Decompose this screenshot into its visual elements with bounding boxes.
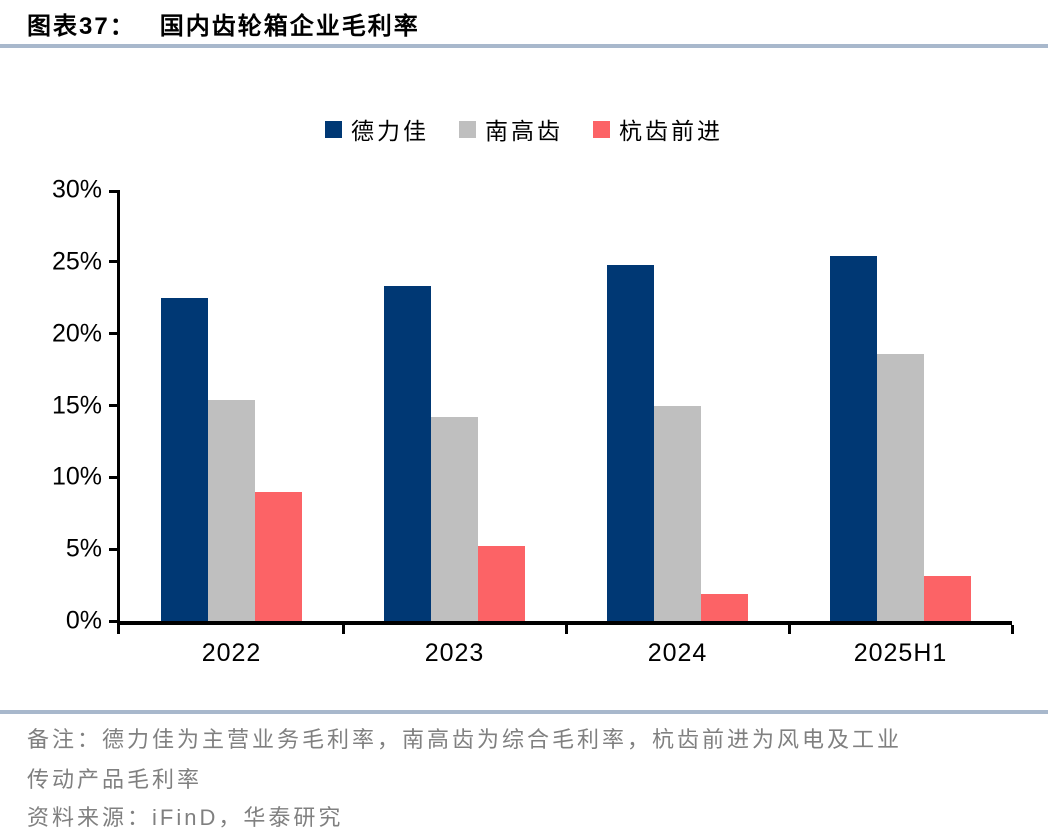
bar-南高齿-2024: [654, 405, 701, 621]
y-axis-tick-label: 15%: [51, 391, 102, 419]
y-axis-tick: [109, 404, 117, 407]
x-axis-tick: [787, 625, 791, 634]
y-axis-tick-label: 30%: [51, 175, 102, 204]
bar-德力佳-2025H1: [830, 256, 877, 621]
legend-swatch: [325, 120, 342, 138]
bar-杭齿前进-2022: [255, 491, 302, 621]
x-axis-tick: [1010, 625, 1014, 634]
y-axis-tick: [109, 332, 117, 336]
y-axis-tick: [109, 190, 117, 193]
chart-note-line1: 备注：德力佳为主营业务毛利率，南高齿为综合毛利率，杭齿前进为风电及工业: [27, 727, 903, 752]
y-axis-tick-label: 0%: [65, 606, 102, 635]
bar-南高齿-2022: [208, 399, 255, 621]
y-axis-labels: 0% 5% 10% 15% 20% 25% 30%: [0, 176, 102, 635]
y-axis-tick: [109, 260, 117, 264]
bar-杭齿前进-2024: [701, 593, 748, 621]
legend-swatch: [459, 120, 476, 138]
x-axis-category-label: 2023: [424, 639, 485, 667]
chart-plot-area: 2022 2023 2024 2025H1: [109, 190, 1014, 667]
legend-item: 杭齿前进: [593, 112, 723, 146]
x-axis-category-label: 2024: [647, 639, 708, 667]
y-axis-tick-label: 20%: [51, 319, 102, 348]
source-line: 资料来源：iFinD，华泰研究: [27, 805, 344, 830]
chart-note-line2: 传动产品毛利率: [27, 767, 203, 792]
bar-杭齿前进-2023: [478, 546, 525, 621]
bar-德力佳-2023: [384, 286, 431, 621]
x-axis-tick: [564, 625, 568, 634]
x-axis-category-label: 2025H1: [853, 639, 948, 667]
bar-杭齿前进-2025H1: [924, 576, 971, 621]
legend-label: 德力佳: [351, 118, 429, 144]
legend-swatch: [593, 120, 610, 138]
chart-legend: 德力佳 南高齿 杭齿前进: [0, 112, 1048, 146]
x-axis-tick: [117, 625, 120, 634]
figure-title: 国内齿轮箱企业毛利率: [159, 13, 420, 40]
figure-header: 图表37： 国内齿轮箱企业毛利率: [27, 6, 420, 41]
legend-item: 南高齿: [459, 112, 563, 146]
legend-item: 德力佳: [325, 112, 429, 146]
y-axis-tick: [109, 475, 117, 479]
bar-南高齿-2023: [431, 417, 478, 621]
figure-number-label: 图表37：: [27, 13, 136, 40]
divider-bottom: [0, 710, 1048, 714]
bar-南高齿-2025H1: [877, 353, 924, 621]
divider-top: [0, 44, 1048, 48]
y-axis-tick-label: 5%: [65, 534, 102, 563]
y-axis-tick-label: 10%: [51, 462, 102, 491]
y-axis-tick-label: 25%: [51, 247, 102, 276]
x-axis-category-label: 2022: [201, 639, 262, 667]
bar-德力佳-2022: [161, 297, 208, 621]
y-axis-tick: [109, 619, 117, 623]
bar-德力佳-2024: [607, 264, 654, 621]
x-axis-tick: [341, 625, 345, 634]
legend-label: 南高齿: [485, 118, 563, 144]
y-axis-tick: [109, 547, 117, 551]
legend-label: 杭齿前进: [619, 118, 723, 144]
